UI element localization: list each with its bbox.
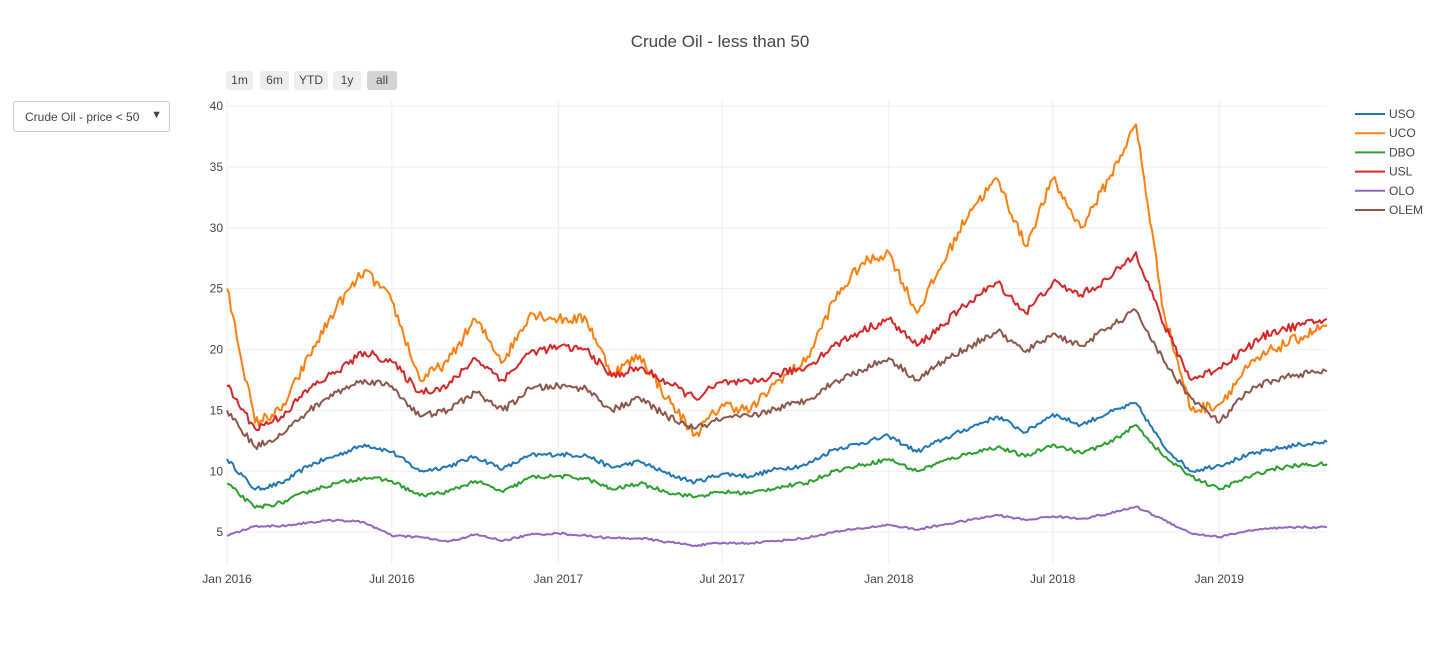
y-tick-label: 20 [210,343,224,357]
legend: USO UCO DBO USL OLO OLEM [1355,107,1423,217]
series-line-uso [226,402,1328,491]
y-tick-label: 30 [210,221,224,235]
series-line-usl [226,251,1328,432]
range-button-all[interactable]: all [367,71,397,90]
y-tick-label: 15 [210,403,224,417]
gridlines [226,100,1327,565]
series-lines [226,123,1328,548]
y-tick-label: 25 [210,282,224,296]
legend-label-olo: OLO [1389,184,1414,198]
y-tick-label: 5 [216,525,223,539]
x-tick-label: Jan 2016 [202,572,252,586]
range-button-1m[interactable]: 1m [226,71,253,90]
x-tick-label: Jul 2016 [369,572,415,586]
legend-label-usl: USL [1389,165,1413,179]
range-button-1y[interactable]: 1y [333,71,361,90]
x-tick-label: Jul 2018 [1030,572,1076,586]
range-button-ytd[interactable]: YTD [294,71,328,90]
legend-label-olem: OLEM [1389,203,1423,217]
series-line-dbo [226,424,1328,509]
legend-label-uso: USO [1389,107,1415,121]
y-axis-ticks: 5 10 15 20 25 30 35 40 [210,99,224,539]
series-line-uco [226,123,1328,437]
series-filter-dropdown[interactable]: Crude Oil - price < 50 ▼ [13,101,170,132]
y-tick-label: 10 [210,464,224,478]
series-line-olem [226,308,1328,451]
legend-label-uco: UCO [1389,126,1416,140]
chart-title: Crude Oil - less than 50 [630,32,810,51]
series-line-olo [226,505,1328,548]
triangle-down-icon: ▼ [151,109,162,121]
y-tick-label: 40 [210,99,224,113]
x-tick-label: Jan 2019 [1195,572,1245,586]
range-button-6m[interactable]: 6m [260,71,289,90]
dropdown-selected-label: Crude Oil - price < 50 [25,110,140,124]
x-tick-label: Jul 2017 [700,572,746,586]
x-tick-label: Jan 2017 [534,572,584,586]
y-tick-label: 35 [210,160,224,174]
legend-label-dbo: DBO [1389,145,1415,159]
x-tick-label: Jan 2018 [864,572,914,586]
x-axis-ticks: Jan 2016 Jul 2016 Jan 2017 Jul 2017 Jan 2018… [202,572,1244,586]
